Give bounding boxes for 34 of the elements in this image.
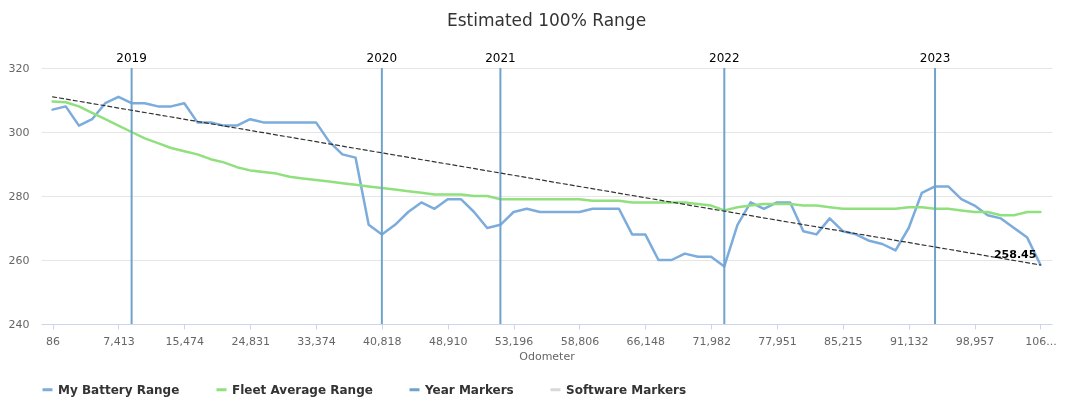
x-tick-label: 66,148 [626,334,666,348]
legend-label: Software Markers [566,382,687,397]
chart-title: Estimated 100% Range [446,10,647,30]
x-axis-title: Odometer [519,349,576,363]
x-tick-label: 24,831 [231,334,270,348]
x-tick-label: 15,474 [165,334,205,348]
x-tick-label: 53,196 [494,334,534,348]
text: 2019 [116,51,147,65]
x-tick-label: 58,806 [560,334,600,348]
text: 2023 [919,51,951,65]
x-tick-label: 98,957 [955,334,995,348]
y-tick-label: 280 [8,189,30,203]
y-tick-label: 260 [8,253,30,267]
x-tick-label: 71,982 [692,334,731,348]
x-tick-label: 91,132 [889,334,929,348]
legend-label: My Battery Range [58,382,180,397]
text: 2022 [709,51,740,65]
x-tick-label: 86 [46,334,61,348]
y-tick-label: 320 [8,61,30,75]
y-tick-label: 240 [8,317,30,331]
x-tick-label: 33,374 [297,334,336,348]
x-tick-label: 106... [1025,334,1057,348]
legend-label: Fleet Average Range [232,382,373,397]
data-label: 258.45 [993,247,1037,261]
x-tick-label: 77,951 [758,334,797,348]
x-tick-label: 48,910 [428,334,468,348]
x-tick-label: 7,413 [103,334,135,348]
text: 2020 [366,51,398,65]
text: 2021 [485,51,516,65]
x-tick-label: 40,818 [363,334,402,348]
line-series [51,100,1042,217]
legend-label: Year Markers [424,382,514,397]
y-tick-label: 300 [8,125,30,139]
x-tick-label: 85,215 [824,334,863,348]
